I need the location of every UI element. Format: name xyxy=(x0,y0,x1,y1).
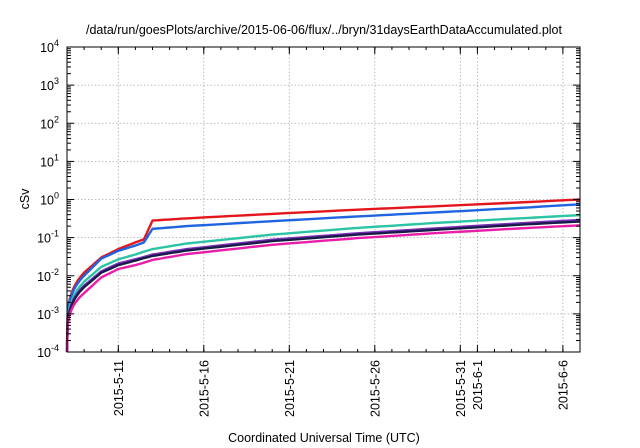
y-axis-label: cSv xyxy=(18,188,32,210)
series-line-5 xyxy=(65,220,581,353)
y-tick-label: 10-4 xyxy=(37,343,59,360)
y-tick-label: 10-3 xyxy=(37,305,59,322)
grid xyxy=(67,47,580,352)
y-tick-label: 10-1 xyxy=(37,229,59,246)
series-line-6 xyxy=(65,224,581,353)
x-tick-label: 2015-5-16 xyxy=(197,360,211,417)
x-tick-label: 2015-6-6 xyxy=(556,360,570,410)
series-line-2 xyxy=(65,203,581,346)
x-axis-label: Coordinated Universal Time (UTC) xyxy=(228,431,420,445)
series-line-1 xyxy=(65,198,581,346)
x-tick-label: 2015-5-26 xyxy=(368,360,382,417)
y-axis-ticks: 10-4 10-3 10-2 10-1 100 101 102 103 104 xyxy=(37,38,580,360)
y-tick-label: 101 xyxy=(40,152,59,169)
series-line-3 xyxy=(65,213,581,353)
x-tick-label: 2015-5-31 xyxy=(454,360,468,417)
series-lines xyxy=(65,198,581,353)
y-tick-label: 103 xyxy=(40,76,59,93)
x-tick-label: 2015-6-1 xyxy=(471,360,485,410)
x-axis-ticks: 2015-5-11 2015-5-16 2015-5-21 2015-5-26 2015… xyxy=(66,47,581,417)
x-tick-label: 2015-5-21 xyxy=(283,360,297,417)
chart-title: /data/run/goesPlots/archive/2015-06-06/f… xyxy=(86,23,562,37)
x-tick-label: 2015-5-11 xyxy=(112,360,126,416)
y-tick-label: 100 xyxy=(40,191,59,208)
y-tick-label: 104 xyxy=(40,38,59,55)
y-tick-label: 102 xyxy=(40,114,59,131)
y-tick-label: 10-2 xyxy=(37,267,59,284)
